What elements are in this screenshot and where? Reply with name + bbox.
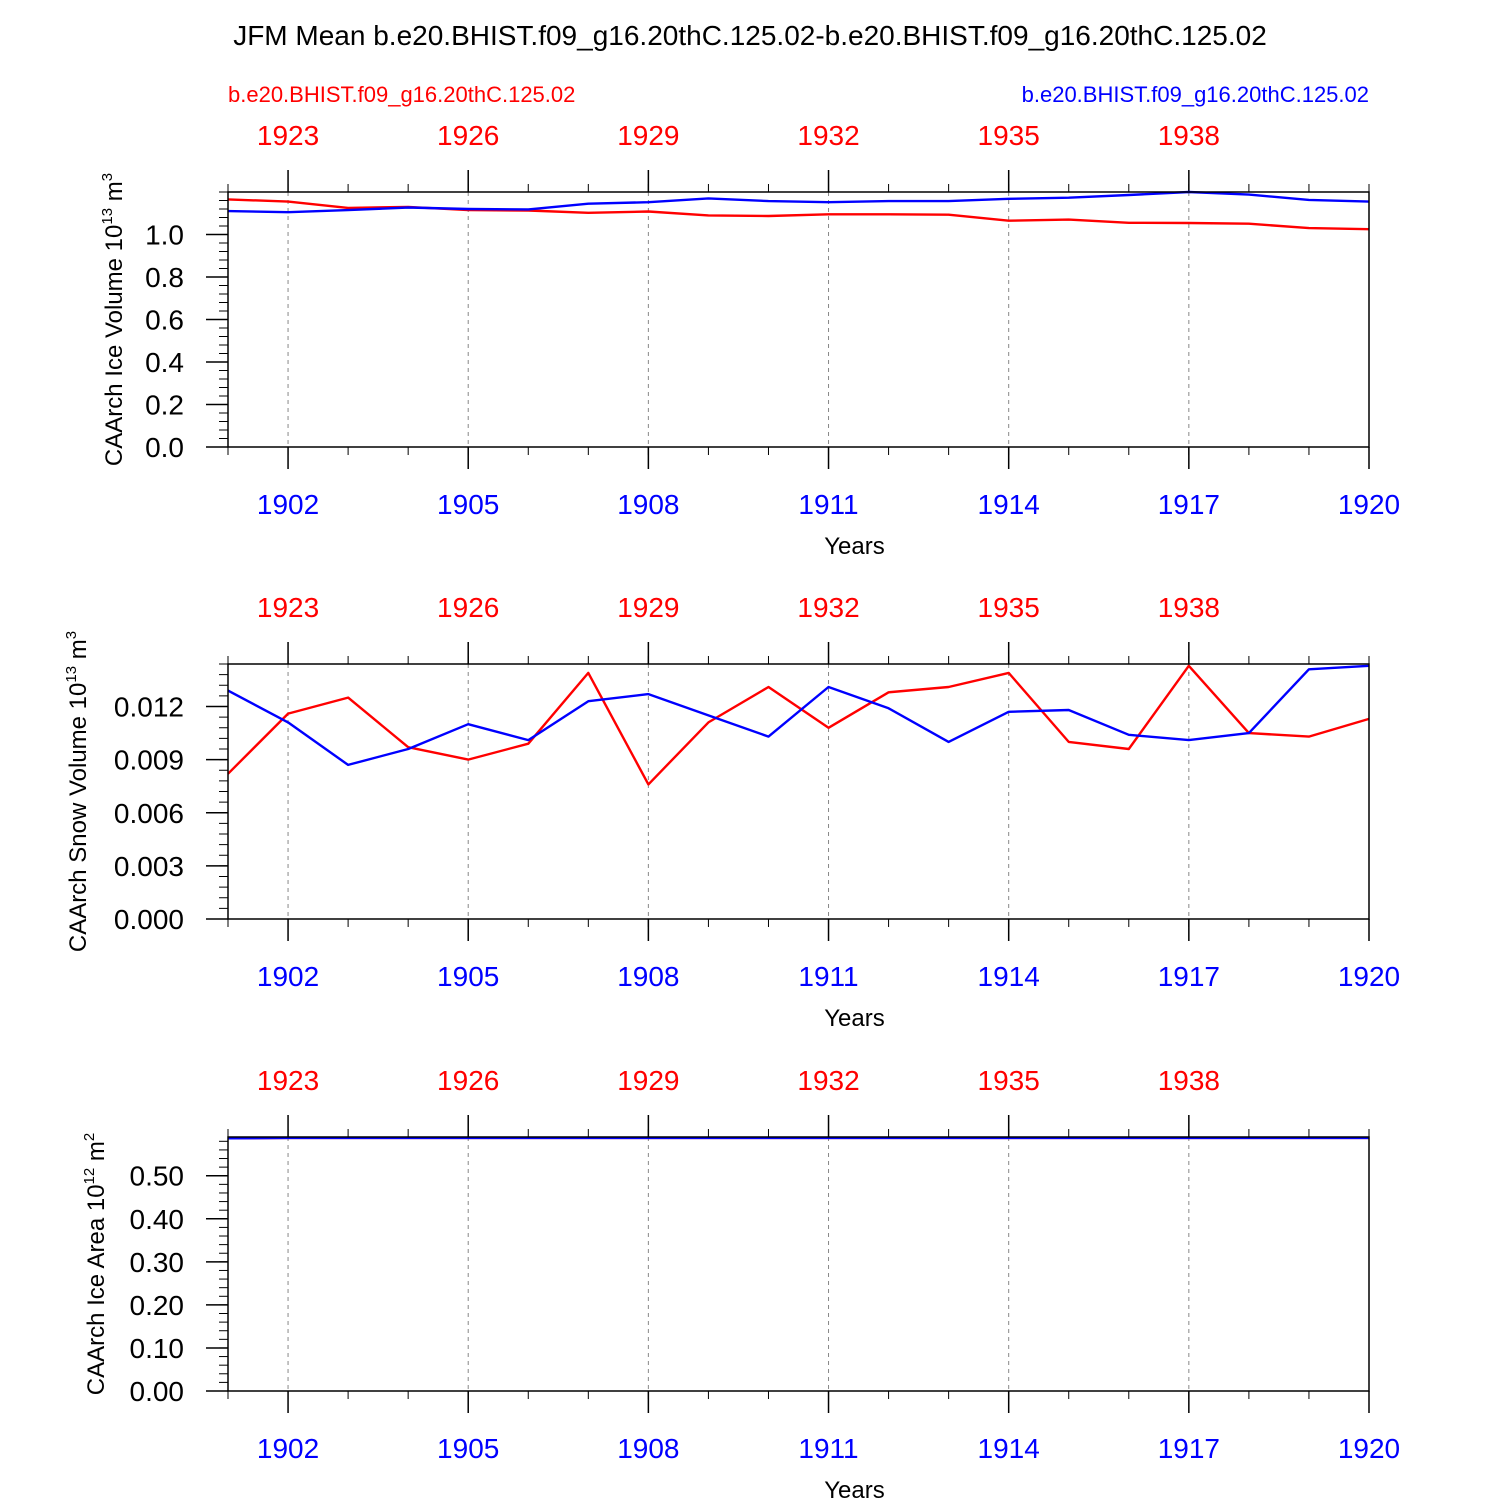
y-tick-label: 0.0 [145,432,184,463]
x-tick-label: 1911 [798,489,858,520]
y-tick-label: 1.0 [145,220,184,251]
plot-frame [227,663,1370,920]
y-axis-label-text: CAArch Snow Volume 10 [65,683,92,952]
x-tick-label: 1914 [978,489,1040,520]
y-tick-label: 0.009 [114,745,184,776]
x-tick-label: 1902 [257,489,319,520]
x-top-tick-label: 1923 [257,592,319,623]
y-axis-label: CAArch Snow Volume 1013 m3 [63,631,92,952]
plot-frame [227,1136,1370,1392]
x-top-tick-label: 1938 [1158,1065,1220,1096]
x-top-tick-label: 1935 [978,120,1040,151]
x-tick-label: 1911 [798,1433,858,1464]
x-tick-label: 1914 [978,961,1040,992]
chart-panels: 1902 1905 1908 1911 1914 1917 1920 1923 1926 1929… [63,120,1400,1500]
y-tick-label: 0.006 [114,798,184,829]
y-axis-label-unit: m [65,639,92,666]
x-axis-label: Years [824,1005,885,1032]
x-top-tick-label: 1932 [797,1065,859,1096]
chart-panel-3: 1902 1905 1908 1911 1914 1917 1920 1923 1926 1929… [81,1065,1400,1500]
x-top-tick-label: 1935 [978,1065,1040,1096]
y-axis-label-unit: m [83,1141,110,1168]
series-line-blue [227,190,1370,214]
y-tick-label: 0.003 [114,851,184,882]
x-axis-label: Years [824,1477,885,1500]
x-tick-label: 1905 [437,961,499,992]
x-top-tick-label: 1938 [1158,592,1220,623]
y-tick-label: 0.20 [130,1290,185,1321]
x-top-tick-label: 1926 [437,1065,499,1096]
x-top-tick-label: 1932 [797,120,859,151]
x-tick-label: 1920 [1338,489,1400,520]
x-tick-label: 1902 [257,961,319,992]
x-top-tick-label: 1935 [978,592,1040,623]
y-tick-label: 0.00 [130,1376,185,1407]
figure-title: JFM Mean b.e20.BHIST.f09_g16.20thC.125.0… [233,20,1267,51]
x-top-tick-label: 1926 [437,592,499,623]
y-axis-label-power: 3 [99,173,116,181]
x-tick-label: 1905 [437,489,499,520]
plot-frame [227,191,1370,448]
y-tick-label: 0.30 [130,1247,185,1278]
x-tick-label: 1917 [1158,961,1220,992]
x-tick-label: 1908 [617,1433,679,1464]
y-tick-label: 0.10 [130,1333,185,1364]
x-tick-label: 1908 [617,489,679,520]
y-axis-label-exponent: 12 [81,1168,98,1185]
x-top-tick-label: 1923 [257,120,319,151]
y-axis-label-exponent: 13 [63,666,80,683]
y-axis-label-text: CAArch Ice Volume 10 [101,225,128,466]
y-axis-label-power: 2 [81,1133,98,1141]
x-top-tick-label: 1929 [617,592,679,623]
chart-panel-2: 1902 1905 1908 1911 1914 1917 1920 1923 1926 1929… [63,592,1400,1032]
x-top-tick-label: 1926 [437,120,499,151]
y-tick-label: 0.8 [145,262,184,293]
x-tick-label: 1914 [978,1433,1040,1464]
x-tick-label: 1908 [617,961,679,992]
y-tick-label: 0.6 [145,305,184,336]
x-tick-label: 1920 [1338,1433,1400,1464]
series-line-blue [227,664,1370,767]
series-line-red [227,664,1370,786]
y-axis-label: CAArch Ice Volume 1013 m3 [99,173,128,466]
y-tick-label: 0.40 [130,1204,185,1235]
y-axis-label-text: CAArch Ice Area 10 [83,1184,110,1395]
x-tick-label: 1920 [1338,961,1400,992]
x-top-tick-label: 1923 [257,1065,319,1096]
legend-red-label: b.e20.BHIST.f09_g16.20thC.125.02 [228,82,575,107]
x-tick-label: 1917 [1158,489,1220,520]
chart-panel-1: 1902 1905 1908 1911 1914 1917 1920 1923 1926 1929… [99,120,1400,560]
x-top-tick-label: 1929 [617,1065,679,1096]
legend-blue-label: b.e20.BHIST.f09_g16.20thC.125.02 [1022,82,1369,107]
y-axis-label-exponent: 13 [99,208,116,225]
x-tick-label: 1911 [798,961,858,992]
y-tick-label: 0.2 [145,390,184,421]
y-axis-label: CAArch Ice Area 1012 m2 [81,1133,110,1395]
y-tick-label: 0.000 [114,904,184,935]
x-tick-label: 1905 [437,1433,499,1464]
x-top-tick-label: 1929 [617,120,679,151]
x-axis-label: Years [824,533,885,560]
y-tick-label: 0.50 [130,1161,185,1192]
x-tick-label: 1902 [257,1433,319,1464]
y-axis-label-power: 3 [63,631,80,639]
x-top-tick-label: 1938 [1158,120,1220,151]
series-line-red [227,198,1370,231]
y-axis-label-unit: m [101,181,128,208]
y-tick-label: 0.4 [145,347,184,378]
x-tick-label: 1917 [1158,1433,1220,1464]
x-top-tick-label: 1932 [797,592,859,623]
y-tick-label: 0.012 [114,692,184,723]
